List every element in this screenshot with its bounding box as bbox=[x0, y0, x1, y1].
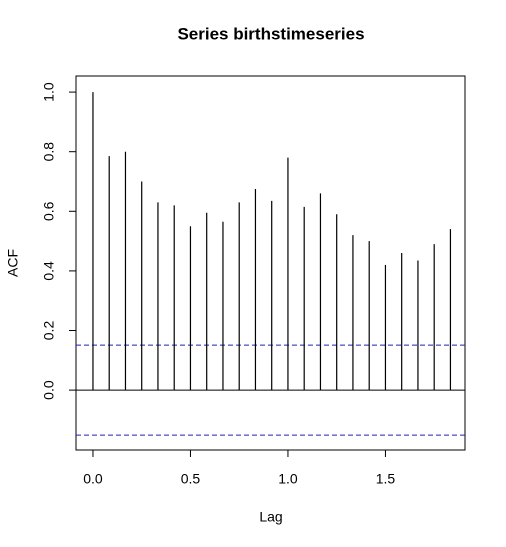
y-tick-label: 0.4 bbox=[41, 261, 57, 281]
plot-box bbox=[75, 75, 466, 451]
chart-title: Series birthstimeseries bbox=[177, 24, 364, 43]
y-tick-label: 1.0 bbox=[41, 82, 57, 102]
y-tick-label: 0.8 bbox=[41, 142, 57, 162]
x-axis-label: Lag bbox=[259, 509, 282, 525]
x-tick-label: 1.5 bbox=[376, 471, 396, 487]
x-tick-label: 1.0 bbox=[278, 471, 298, 487]
y-tick-label: 0.2 bbox=[41, 321, 57, 341]
y-tick-label: 0.6 bbox=[41, 201, 57, 221]
y-axis-label: ACF bbox=[5, 249, 21, 277]
x-tick-label: 0.0 bbox=[83, 471, 103, 487]
y-tick-label: 0.0 bbox=[41, 380, 57, 400]
x-tick-label: 0.5 bbox=[181, 471, 201, 487]
